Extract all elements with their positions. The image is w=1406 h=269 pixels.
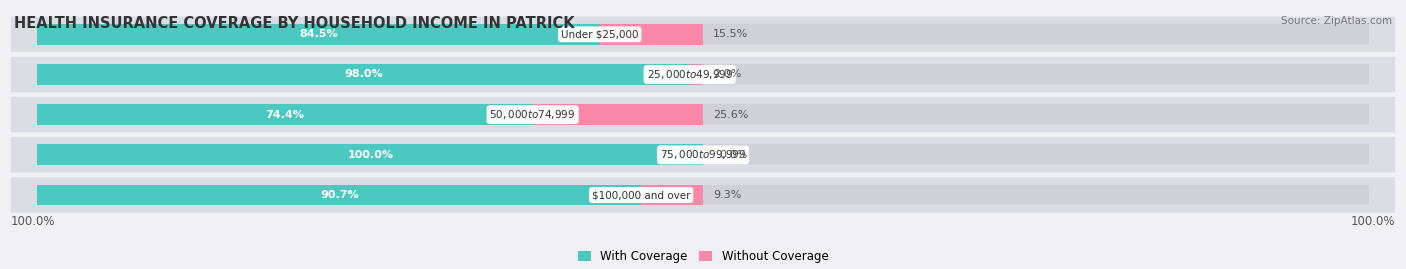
FancyBboxPatch shape: [11, 177, 1395, 213]
Bar: [600, 24, 703, 45]
Text: 84.5%: 84.5%: [299, 29, 337, 39]
Bar: [533, 104, 703, 125]
Text: HEALTH INSURANCE COVERAGE BY HOUSEHOLD INCOME IN PATRICK: HEALTH INSURANCE COVERAGE BY HOUSEHOLD I…: [14, 16, 575, 31]
Text: 2.0%: 2.0%: [713, 69, 741, 79]
Bar: [38, 64, 690, 85]
Legend: With Coverage, Without Coverage: With Coverage, Without Coverage: [572, 245, 834, 268]
Bar: [38, 24, 1368, 45]
Text: 74.4%: 74.4%: [266, 110, 305, 120]
FancyBboxPatch shape: [11, 97, 1395, 132]
FancyBboxPatch shape: [11, 57, 1395, 92]
Text: 100.0%: 100.0%: [1351, 215, 1395, 228]
Bar: [38, 24, 600, 45]
Text: $100,000 and over: $100,000 and over: [592, 190, 690, 200]
Bar: [38, 104, 533, 125]
Bar: [641, 185, 703, 206]
Text: Under $25,000: Under $25,000: [561, 29, 638, 39]
Bar: [38, 104, 1368, 125]
Text: 9.3%: 9.3%: [713, 190, 741, 200]
Bar: [38, 144, 703, 165]
Bar: [38, 185, 1368, 206]
Text: 25.6%: 25.6%: [713, 110, 748, 120]
Bar: [38, 64, 1368, 85]
Text: 90.7%: 90.7%: [321, 190, 359, 200]
Bar: [38, 144, 1368, 165]
Text: $50,000 to $74,999: $50,000 to $74,999: [489, 108, 576, 121]
Text: 15.5%: 15.5%: [713, 29, 748, 39]
Bar: [690, 64, 703, 85]
Text: 100.0%: 100.0%: [11, 215, 55, 228]
Text: 0.0%: 0.0%: [720, 150, 748, 160]
Text: $25,000 to $49,999: $25,000 to $49,999: [647, 68, 733, 81]
Text: Source: ZipAtlas.com: Source: ZipAtlas.com: [1281, 16, 1392, 26]
Bar: [38, 185, 641, 206]
Text: 98.0%: 98.0%: [344, 69, 382, 79]
FancyBboxPatch shape: [11, 137, 1395, 172]
FancyBboxPatch shape: [11, 17, 1395, 52]
Text: 100.0%: 100.0%: [347, 150, 394, 160]
Text: $75,000 to $99,999: $75,000 to $99,999: [659, 148, 747, 161]
